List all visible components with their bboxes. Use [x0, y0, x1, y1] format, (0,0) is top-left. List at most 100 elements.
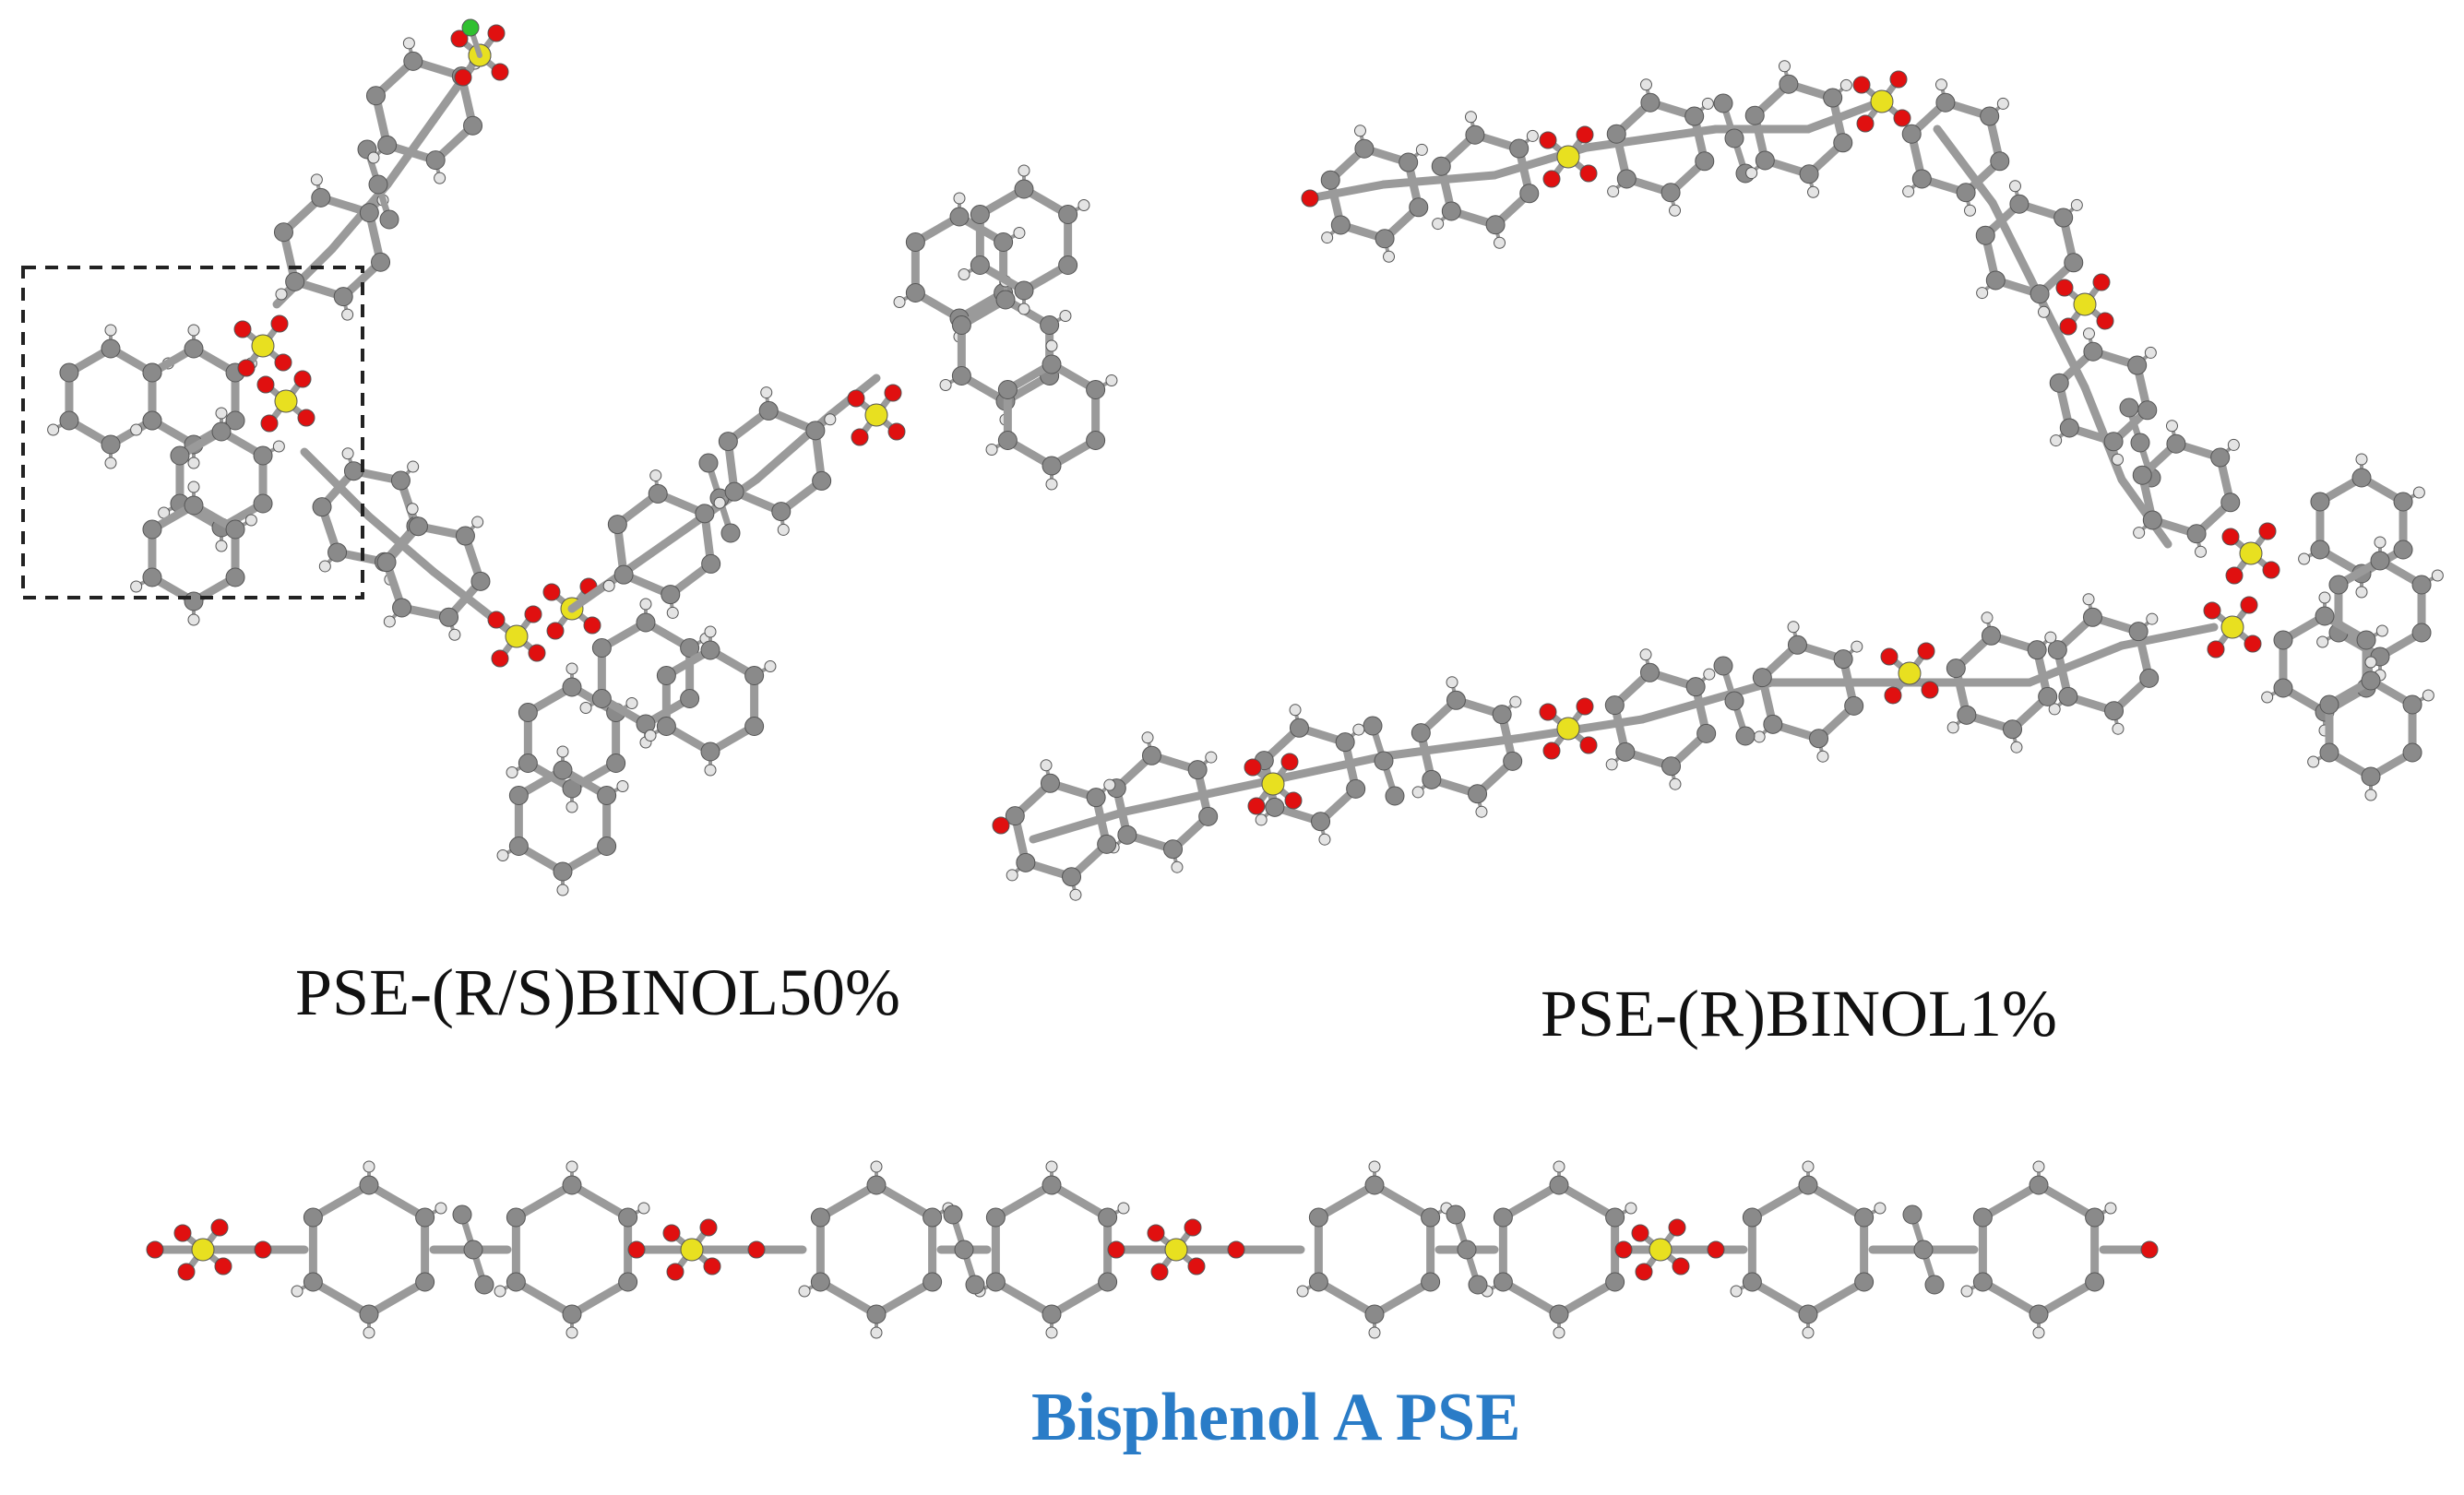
carbon-atom [508, 836, 529, 856]
carbon-atom [1492, 705, 1512, 725]
hydrogen-atom [291, 1285, 304, 1298]
carbon-atom [142, 362, 162, 383]
carbon-atom [1684, 106, 1705, 126]
carbon-atom [1696, 723, 1717, 743]
carbon-atom [700, 742, 720, 762]
carbon-atom [333, 287, 353, 307]
carbon-atom [170, 445, 190, 466]
carbon-atom [1098, 1207, 1118, 1228]
hydrogen-atom [2112, 453, 2125, 466]
carbon-atom [744, 717, 765, 736]
carbon-atom [343, 461, 363, 481]
carbon-atom [1141, 745, 1161, 765]
carbon-atom [1606, 124, 1626, 144]
carbon-atom [1519, 184, 1540, 204]
carbon-atom [1098, 1272, 1118, 1292]
carbon-atom [1854, 1272, 1875, 1292]
hydrogen-atom [1040, 759, 1053, 772]
oxygen-atom [666, 1263, 684, 1281]
carbon-atom [970, 205, 990, 224]
carbon-atom [59, 362, 79, 383]
oxygen-atom [662, 1224, 681, 1242]
hydrogen-atom [1069, 888, 1082, 901]
carbon-atom [368, 174, 388, 195]
hydrogen-atom [1059, 310, 1072, 322]
carbon-atom [184, 495, 204, 516]
hydrogen-atom [1415, 143, 1428, 156]
hydrogen-atom [870, 1326, 883, 1339]
carbon-atom [377, 135, 398, 155]
carbon-atom [553, 760, 573, 780]
hydrogen-atom [2355, 453, 2368, 466]
bond [1029, 807, 1130, 844]
oxygen-atom [214, 1257, 232, 1275]
bond [1554, 1277, 1620, 1319]
hydrogen-atom [824, 413, 837, 426]
oxygen-atom [274, 353, 292, 372]
hydrogen-atom [1816, 750, 1829, 763]
hydrogen-atom [1018, 164, 1030, 177]
carbon-atom [1661, 183, 1681, 203]
carbon-atom [591, 689, 612, 708]
carbon-atom [1833, 649, 1853, 670]
oxygen-atom [546, 622, 565, 640]
carbon-atom [59, 410, 79, 431]
carbon-atom [1431, 156, 1451, 176]
carbon-atom [1990, 151, 2010, 172]
hydrogen-atom [1960, 1285, 1973, 1298]
hydrogen-atom [958, 268, 970, 280]
hydrogen-atom [1607, 185, 1620, 198]
hydrogen-atom [215, 540, 228, 552]
carbon-atom [2027, 640, 2047, 660]
carbon-atom [680, 689, 700, 708]
oxygen-atom [1579, 164, 1598, 183]
hydrogen-atom [760, 386, 773, 399]
carbon-atom [1363, 716, 1383, 736]
carbon-atom [2411, 623, 2432, 643]
carbon-atom [2082, 607, 2102, 627]
carbon-atom [439, 607, 459, 627]
carbon-atom [1399, 152, 1419, 172]
oxygen-atom [2203, 601, 2221, 620]
carbon-atom [2351, 468, 2372, 488]
carbon-atom [225, 567, 245, 587]
oxygen-atom [1576, 697, 1594, 716]
carbon-atom [1833, 133, 1853, 153]
bond [1803, 1277, 1869, 1319]
oxygen-atom [177, 1263, 196, 1281]
carbon-atom [1289, 718, 1309, 738]
oxygen-atom [2240, 596, 2258, 614]
oxygen-atom [1893, 109, 1911, 127]
hydrogen-atom [870, 1160, 883, 1173]
carbon-atom [285, 271, 305, 291]
carbon-atom [1549, 1175, 1569, 1195]
bond [2034, 1181, 2100, 1222]
hydrogen-atom [1730, 1285, 1743, 1298]
oxygen-atom [1244, 758, 1262, 777]
carbon-atom [1713, 93, 1733, 113]
hydrogen-atom [1045, 1160, 1058, 1173]
oxygen-atom [2221, 528, 2240, 546]
oxygen-atom [851, 428, 869, 446]
sulfur-atom [191, 1238, 215, 1262]
oxygen-atom [1852, 76, 1871, 94]
hydrogen-atom [616, 780, 629, 792]
oxygen-atom [1107, 1240, 1125, 1259]
sulfur-atom [2239, 541, 2263, 565]
carbon-atom [1735, 726, 1756, 746]
carbon-atom [2038, 686, 2058, 706]
carbon-atom [618, 1207, 638, 1228]
carbon-atom [1854, 1207, 1875, 1228]
hydrogen-atom [406, 503, 419, 516]
oxygen-atom [146, 1240, 164, 1259]
hydrogen-atom [1103, 778, 1116, 791]
carbon-atom [954, 1240, 974, 1260]
carbon-atom [1605, 1272, 1625, 1292]
hydrogen-atom [1839, 78, 1852, 91]
bond [1554, 1181, 1620, 1222]
hydrogen-atom [2032, 1326, 2045, 1339]
oxygen-atom [270, 314, 289, 333]
oxygen-atom [699, 1218, 718, 1237]
carbon-atom [1972, 1207, 1993, 1228]
carbon-atom [905, 232, 925, 252]
